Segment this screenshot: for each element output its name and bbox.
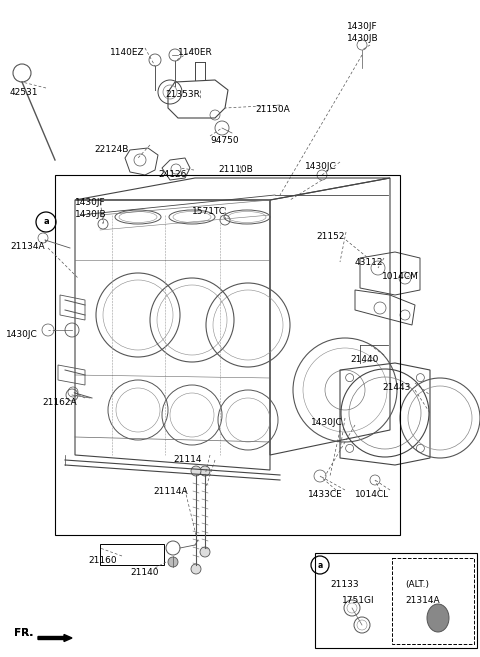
Text: 1571TC: 1571TC	[192, 207, 226, 216]
Text: a: a	[43, 217, 49, 227]
Text: 1433CE: 1433CE	[308, 490, 343, 499]
Text: 21134A: 21134A	[10, 242, 45, 251]
Text: 24126: 24126	[158, 170, 186, 179]
Text: 1430JC: 1430JC	[311, 418, 343, 427]
Text: 94750: 94750	[210, 136, 239, 145]
Text: 21133: 21133	[330, 580, 359, 589]
Text: 42531: 42531	[10, 88, 38, 97]
Bar	[315, 553, 477, 648]
Text: 22124B: 22124B	[94, 145, 128, 154]
Text: 43112: 43112	[355, 258, 384, 267]
Text: 21160: 21160	[88, 556, 117, 565]
Text: 1014CL: 1014CL	[355, 490, 389, 499]
Text: 1430JF: 1430JF	[75, 198, 106, 207]
Text: 21353R: 21353R	[165, 90, 200, 99]
Circle shape	[191, 466, 201, 476]
Text: 1751GI: 1751GI	[342, 596, 374, 605]
Text: 21150A: 21150A	[255, 105, 290, 114]
Ellipse shape	[427, 604, 449, 632]
Text: (ALT.): (ALT.)	[405, 580, 429, 589]
Text: 1430JC: 1430JC	[305, 162, 337, 171]
Text: 21440: 21440	[350, 355, 378, 364]
Text: 1430JF: 1430JF	[347, 22, 378, 31]
Text: FR.: FR.	[14, 628, 34, 638]
Text: 21140: 21140	[130, 568, 158, 577]
Bar	[55, 175, 400, 535]
Text: 1430JC: 1430JC	[6, 330, 38, 339]
Text: 21114A: 21114A	[153, 487, 188, 496]
Bar	[100, 544, 164, 565]
Text: 1014CM: 1014CM	[382, 272, 419, 281]
Text: 1430JB: 1430JB	[75, 210, 107, 219]
Text: 1430JB: 1430JB	[347, 34, 379, 43]
Text: 21110B: 21110B	[218, 165, 253, 174]
Circle shape	[200, 547, 210, 557]
Text: 21314A: 21314A	[405, 596, 440, 605]
Circle shape	[168, 557, 178, 567]
Text: a: a	[317, 560, 323, 570]
Bar	[392, 558, 474, 644]
Text: 21152: 21152	[316, 232, 345, 241]
Text: FR.: FR.	[14, 628, 34, 638]
FancyArrow shape	[38, 635, 72, 641]
Text: 21443: 21443	[382, 383, 410, 392]
Text: 1140EZ: 1140EZ	[110, 48, 144, 57]
Text: 21162A: 21162A	[42, 398, 77, 407]
Text: 21114: 21114	[173, 455, 202, 464]
Circle shape	[200, 466, 210, 476]
Text: 1140ER: 1140ER	[178, 48, 213, 57]
Circle shape	[191, 564, 201, 574]
